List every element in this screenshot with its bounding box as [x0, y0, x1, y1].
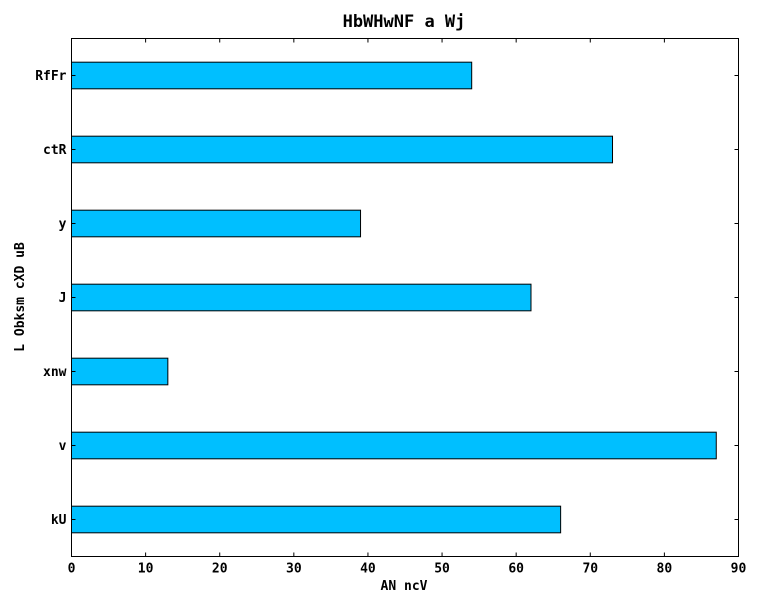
- y-tick-label: v: [59, 439, 67, 454]
- bar-RfFr: [71, 61, 473, 90]
- x-tick-label: 70: [582, 562, 598, 577]
- chart-title: HbWHwNF a Wj: [343, 12, 466, 32]
- x-axis-label: AN ncV: [381, 579, 428, 594]
- y-tick-label: RfFr: [35, 69, 66, 84]
- y-tick-label: J: [59, 291, 67, 306]
- plot-frame: [71, 38, 739, 557]
- y-axis-label: L Obksm cXD uB: [13, 242, 28, 352]
- bar-v: [71, 431, 717, 460]
- y-axis-ticks: kU v xnw Jy ctR RfFr: [35, 69, 739, 528]
- x-axis-ticks: 0 10 20 30 40 50 60 70 80 90: [68, 38, 747, 577]
- x-tick-label: 30: [286, 562, 302, 577]
- bar-y: [71, 209, 362, 238]
- x-tick-label: 90: [731, 562, 747, 577]
- bar-xnw: [71, 357, 169, 386]
- bars-group: [71, 61, 717, 534]
- x-tick-label: 80: [657, 562, 673, 577]
- x-tick-label: 50: [434, 562, 450, 577]
- bar-ctR: [71, 135, 614, 164]
- x-tick-label: 60: [508, 562, 524, 577]
- bar-J: [71, 283, 532, 312]
- x-tick-label: 20: [212, 562, 228, 577]
- x-tick-label: 40: [360, 562, 376, 577]
- x-tick-label: 0: [68, 562, 76, 577]
- bar-kU: [71, 505, 562, 534]
- y-tick-label: y: [59, 217, 67, 232]
- y-tick-label: xnw: [43, 365, 67, 380]
- x-tick-label: 10: [138, 562, 154, 577]
- y-tick-label: ctR: [43, 143, 67, 158]
- y-tick-label: kU: [51, 513, 67, 528]
